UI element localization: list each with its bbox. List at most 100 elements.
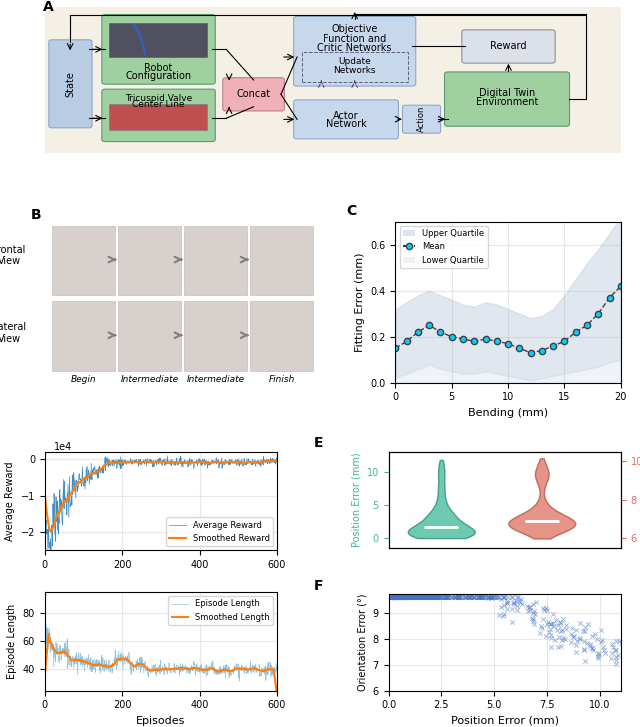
Point bbox=[422, 591, 432, 603]
Point bbox=[606, 653, 616, 664]
Point bbox=[412, 591, 422, 603]
Point bbox=[472, 591, 483, 603]
Point bbox=[528, 598, 538, 609]
Point bbox=[468, 591, 479, 603]
Point bbox=[386, 591, 396, 603]
Point bbox=[586, 640, 596, 651]
Point bbox=[385, 591, 395, 603]
Point bbox=[404, 591, 414, 603]
Point bbox=[390, 591, 400, 603]
Point bbox=[450, 591, 460, 603]
Point bbox=[413, 591, 424, 603]
Point bbox=[385, 591, 396, 603]
Point bbox=[548, 617, 559, 629]
Point bbox=[498, 591, 508, 603]
Episode Length bbox=[273, 669, 281, 678]
Point bbox=[398, 591, 408, 603]
Point bbox=[476, 591, 486, 603]
Point bbox=[513, 591, 524, 603]
Point bbox=[443, 591, 453, 603]
Mean bbox=[392, 344, 399, 353]
Point bbox=[399, 591, 409, 603]
Point bbox=[434, 591, 444, 603]
Point bbox=[384, 591, 394, 603]
Point bbox=[396, 591, 406, 603]
Mean bbox=[426, 321, 433, 329]
Point bbox=[557, 624, 567, 635]
Point bbox=[389, 591, 399, 603]
Point bbox=[386, 591, 396, 603]
Point bbox=[392, 591, 402, 603]
Text: C: C bbox=[346, 204, 356, 218]
Point bbox=[474, 591, 484, 603]
Smoothed Reward bbox=[258, 457, 266, 466]
Point bbox=[446, 591, 456, 603]
Point bbox=[440, 591, 451, 603]
Point bbox=[408, 591, 418, 603]
Point bbox=[454, 591, 464, 603]
Point bbox=[509, 596, 519, 608]
Mean bbox=[516, 344, 524, 353]
Point bbox=[416, 591, 426, 603]
Point bbox=[401, 591, 412, 603]
Point bbox=[393, 591, 403, 603]
Point bbox=[385, 591, 396, 603]
Text: Environment: Environment bbox=[476, 97, 538, 107]
Point bbox=[587, 630, 597, 642]
FancyBboxPatch shape bbox=[184, 226, 247, 295]
Point bbox=[387, 591, 397, 603]
Point bbox=[389, 591, 399, 603]
Smoothed Length bbox=[118, 654, 125, 663]
Average Reward bbox=[227, 459, 234, 468]
Point bbox=[557, 634, 567, 646]
Point bbox=[387, 591, 397, 603]
Point bbox=[400, 591, 410, 603]
Point bbox=[454, 591, 464, 603]
Point bbox=[401, 591, 411, 603]
Point bbox=[440, 591, 450, 603]
Point bbox=[476, 591, 486, 603]
Point bbox=[394, 591, 404, 603]
Point bbox=[387, 591, 397, 603]
Y-axis label: Average Reward: Average Reward bbox=[5, 462, 15, 541]
Point bbox=[388, 591, 398, 603]
Point bbox=[428, 591, 438, 603]
X-axis label: Episodes: Episodes bbox=[136, 716, 186, 726]
Point bbox=[412, 591, 422, 603]
Point bbox=[418, 591, 428, 603]
Average Reward bbox=[118, 456, 125, 465]
Point bbox=[390, 591, 400, 603]
Point bbox=[525, 601, 535, 613]
Point bbox=[390, 591, 401, 603]
Point bbox=[538, 603, 548, 614]
Point bbox=[608, 642, 618, 654]
Point bbox=[541, 618, 552, 630]
Point bbox=[401, 591, 412, 603]
Point bbox=[529, 618, 539, 630]
Point bbox=[404, 591, 414, 603]
Point bbox=[398, 591, 408, 603]
Smoothed Reward bbox=[84, 472, 92, 481]
Point bbox=[460, 591, 470, 603]
Text: Center Line: Center Line bbox=[132, 100, 185, 109]
Point bbox=[440, 591, 450, 603]
Point bbox=[400, 591, 410, 603]
Point bbox=[538, 622, 548, 633]
Point bbox=[394, 591, 404, 603]
Point bbox=[403, 591, 413, 603]
FancyBboxPatch shape bbox=[52, 226, 115, 295]
Point bbox=[496, 601, 506, 612]
Y-axis label: Position Error (mm): Position Error (mm) bbox=[351, 453, 361, 547]
Point bbox=[409, 591, 419, 603]
Point bbox=[389, 591, 399, 603]
Point bbox=[390, 591, 400, 603]
Point bbox=[388, 591, 399, 603]
Point bbox=[413, 591, 424, 603]
Y-axis label: Orientation Error (°): Orientation Error (°) bbox=[357, 594, 367, 691]
Point bbox=[457, 591, 467, 603]
Point bbox=[410, 591, 420, 603]
Point bbox=[410, 591, 420, 603]
Point bbox=[385, 591, 396, 603]
Point bbox=[415, 591, 425, 603]
Point bbox=[531, 596, 541, 608]
